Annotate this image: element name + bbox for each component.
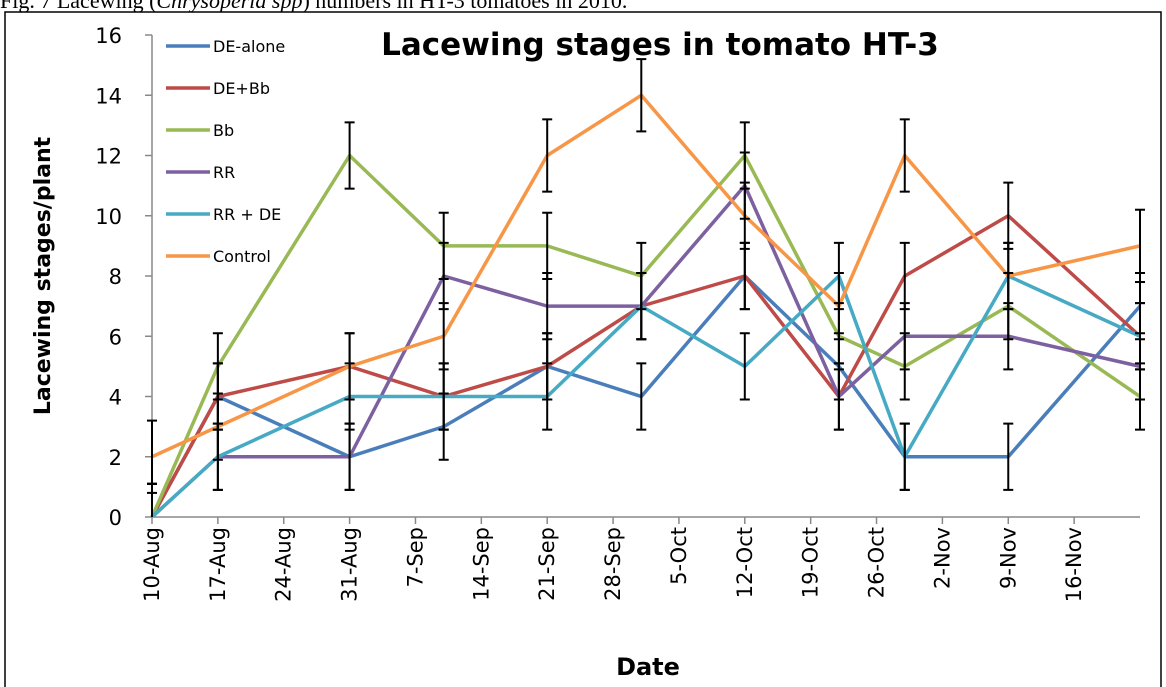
caption: Fig. 7 Lacewing (Chrysoperla spp) number… bbox=[0, 0, 627, 13]
caption-italic: Chrysoperla spp bbox=[156, 0, 302, 13]
legend-label: RR + DE bbox=[213, 205, 281, 224]
y-tick-label: 2 bbox=[109, 446, 122, 470]
error-bar bbox=[542, 271, 553, 341]
x-tick-label: 17-Aug bbox=[206, 527, 230, 602]
x-tick-label: 16-Nov bbox=[1062, 527, 1086, 602]
series-line bbox=[150, 274, 1141, 517]
x-axis-label: Date bbox=[616, 653, 680, 681]
x-tick-label: 10-Aug bbox=[140, 527, 164, 602]
x-tick-label: 26-Oct bbox=[865, 527, 889, 598]
x-tick-label: 5-Oct bbox=[667, 527, 691, 585]
legend-label: Control bbox=[213, 247, 271, 266]
legend-label: RR bbox=[213, 163, 235, 182]
x-tick-label: 12-Oct bbox=[733, 527, 757, 598]
error-bar bbox=[899, 422, 910, 491]
error-bar bbox=[739, 181, 750, 250]
legend-label: DE-alone bbox=[213, 37, 285, 56]
y-tick-label: 14 bbox=[95, 84, 122, 108]
error-bar bbox=[636, 362, 647, 431]
error-bar bbox=[147, 419, 157, 494]
series-line bbox=[150, 214, 1142, 517]
x-tick-label: 7-Sep bbox=[403, 527, 427, 588]
x-tick-label: 21-Sep bbox=[535, 527, 559, 601]
x-tick-label: 2-Nov bbox=[930, 527, 954, 589]
error-bar bbox=[344, 332, 355, 401]
error-bar bbox=[899, 118, 910, 193]
error-bar bbox=[438, 302, 449, 371]
y-tick-label: 6 bbox=[109, 325, 122, 349]
error-bar bbox=[542, 362, 553, 431]
error-bar bbox=[1135, 302, 1145, 371]
error-bar bbox=[833, 271, 844, 341]
error-bar bbox=[212, 392, 223, 461]
error-bar bbox=[1135, 208, 1145, 284]
error-bar bbox=[636, 271, 647, 341]
y-tick-label: 0 bbox=[109, 506, 122, 530]
error-bar bbox=[636, 58, 647, 133]
caption-text: ) numbers in HT-3 tomatoes in 2010. bbox=[302, 0, 627, 13]
y-tick-label: 16 bbox=[95, 24, 122, 48]
y-tick-label: 10 bbox=[95, 205, 122, 229]
error-bar bbox=[344, 121, 355, 190]
error-bar bbox=[833, 362, 844, 431]
y-tick-label: 4 bbox=[109, 386, 122, 410]
chart-title: Lacewing stages in tomato HT-3 bbox=[381, 27, 939, 63]
legend-label: DE+Bb bbox=[213, 79, 270, 98]
legend-label: Bb bbox=[213, 121, 234, 140]
y-axis-label: Lacewing stages/plant bbox=[31, 136, 56, 415]
error-bar bbox=[899, 241, 910, 311]
x-tick-label: 9-Nov bbox=[996, 527, 1020, 589]
chart-frame bbox=[4, 11, 1162, 687]
error-bar bbox=[212, 332, 223, 401]
error-bar bbox=[899, 302, 910, 371]
series-line bbox=[150, 274, 1142, 517]
error-bar bbox=[1003, 241, 1014, 311]
error-bar bbox=[542, 118, 553, 193]
y-tick-label: 12 bbox=[95, 145, 122, 169]
series-line bbox=[151, 93, 1141, 459]
x-tick-label: 24-Aug bbox=[272, 527, 296, 602]
y-tick-label: 8 bbox=[109, 265, 122, 289]
x-tick-label: 31-Aug bbox=[338, 527, 362, 602]
error-bar bbox=[1003, 181, 1014, 250]
x-tick-label: 19-Oct bbox=[799, 527, 823, 598]
error-bar bbox=[739, 332, 750, 401]
error-bar bbox=[1003, 422, 1014, 491]
plot-area bbox=[147, 58, 1145, 517]
x-tick-label: 28-Sep bbox=[601, 527, 625, 601]
caption-text: Fig. 7 Lacewing ( bbox=[0, 0, 156, 13]
x-tick-label: 14-Sep bbox=[469, 527, 493, 601]
